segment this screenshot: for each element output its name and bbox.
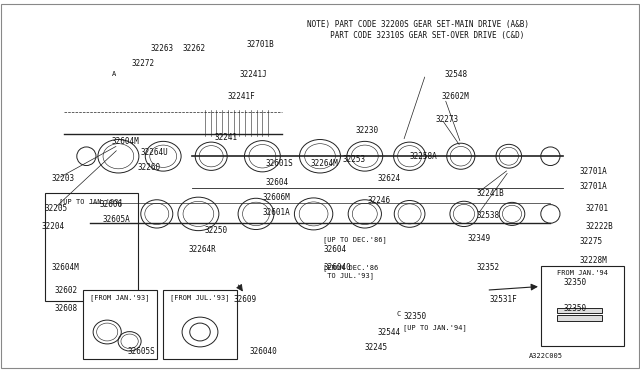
Text: [UP TO JAN.'93]: [UP TO JAN.'93] (60, 198, 123, 205)
Text: [UP TO JAN.'94]: [UP TO JAN.'94] (403, 324, 467, 331)
Text: 32544: 32544 (378, 328, 401, 337)
Text: 32349: 32349 (467, 234, 490, 243)
Text: 32606M: 32606M (262, 193, 290, 202)
Text: 32608: 32608 (54, 304, 77, 313)
Text: 32350: 32350 (563, 278, 586, 287)
Bar (541, 266, 624, 346)
Text: 32253: 32253 (342, 155, 365, 164)
Text: 32260: 32260 (138, 163, 161, 172)
Text: 32228M: 32228M (579, 256, 607, 265)
Text: 32241F: 32241F (227, 92, 255, 101)
Text: 32272: 32272 (131, 59, 154, 68)
Text: 32241J: 32241J (240, 70, 268, 79)
Bar (45, 193, 138, 301)
Text: NOTE) PART CODE 32200S GEAR SET-MAIN DRIVE (A&B)
     PART CODE 32310S GEAR SET-: NOTE) PART CODE 32200S GEAR SET-MAIN DRI… (307, 20, 529, 40)
Bar (83, 290, 157, 359)
Text: 32273: 32273 (435, 115, 458, 124)
Text: 32701B: 32701B (246, 40, 274, 49)
Text: 32264U: 32264U (141, 148, 168, 157)
Text: [UP TO DEC.'86]: [UP TO DEC.'86] (323, 237, 387, 243)
Text: 32230: 32230 (355, 126, 378, 135)
Text: 32222B: 32222B (586, 222, 613, 231)
Text: 32548: 32548 (445, 70, 468, 79)
Text: 32245: 32245 (365, 343, 388, 352)
Text: [FROM DEC.'86
 TO JUL.'93]: [FROM DEC.'86 TO JUL.'93] (323, 264, 378, 279)
Text: 32275: 32275 (579, 237, 602, 246)
Text: 32606: 32606 (99, 200, 122, 209)
Text: 32602M: 32602M (442, 92, 469, 101)
Text: 32203: 32203 (51, 174, 74, 183)
Text: 32204: 32204 (42, 222, 65, 231)
Text: 32624: 32624 (378, 174, 401, 183)
Text: 32601S: 32601S (266, 159, 293, 168)
Text: 32602: 32602 (54, 286, 77, 295)
Text: 32350: 32350 (563, 304, 586, 313)
Text: 32241B: 32241B (477, 189, 504, 198)
Text: 32531F: 32531F (490, 295, 517, 304)
Text: 32205: 32205 (45, 204, 68, 213)
Text: 32604M: 32604M (112, 137, 140, 146)
Text: 32604: 32604 (266, 178, 289, 187)
Text: [FROM JUL.'93]: [FROM JUL.'93] (170, 295, 230, 301)
Text: A: A (112, 71, 116, 77)
Text: 32609: 32609 (234, 295, 257, 304)
Text: [FROM JAN.'93]: [FROM JAN.'93] (90, 295, 150, 301)
Text: C: C (397, 311, 401, 317)
Text: A322C005: A322C005 (529, 353, 563, 359)
Text: 32262: 32262 (182, 44, 205, 53)
Text: 32264R: 32264R (189, 245, 216, 254)
Text: 32605S: 32605S (128, 347, 156, 356)
Bar (557, 315, 602, 321)
Bar (557, 308, 602, 314)
Text: 32701: 32701 (586, 204, 609, 213)
Text: 32352: 32352 (477, 263, 500, 272)
Text: 32538: 32538 (477, 211, 500, 220)
Text: 32604M: 32604M (51, 263, 79, 272)
Text: 32601A: 32601A (262, 208, 290, 217)
Text: 32263: 32263 (150, 44, 173, 53)
Text: 326040: 326040 (250, 347, 277, 356)
Text: 32258A: 32258A (410, 152, 437, 161)
Text: 32350: 32350 (403, 312, 426, 321)
Text: 326040: 326040 (323, 263, 351, 272)
Text: FROM JAN.'94: FROM JAN.'94 (557, 270, 608, 276)
Text: 32701A: 32701A (579, 182, 607, 190)
Text: 32246: 32246 (368, 196, 391, 205)
Bar (163, 290, 237, 359)
Text: 32605A: 32605A (102, 215, 130, 224)
Text: 32604: 32604 (323, 245, 346, 254)
Text: 32241: 32241 (214, 133, 237, 142)
Text: 32264M: 32264M (310, 159, 338, 168)
Text: 32701A: 32701A (579, 167, 607, 176)
Text: 32250: 32250 (205, 226, 228, 235)
